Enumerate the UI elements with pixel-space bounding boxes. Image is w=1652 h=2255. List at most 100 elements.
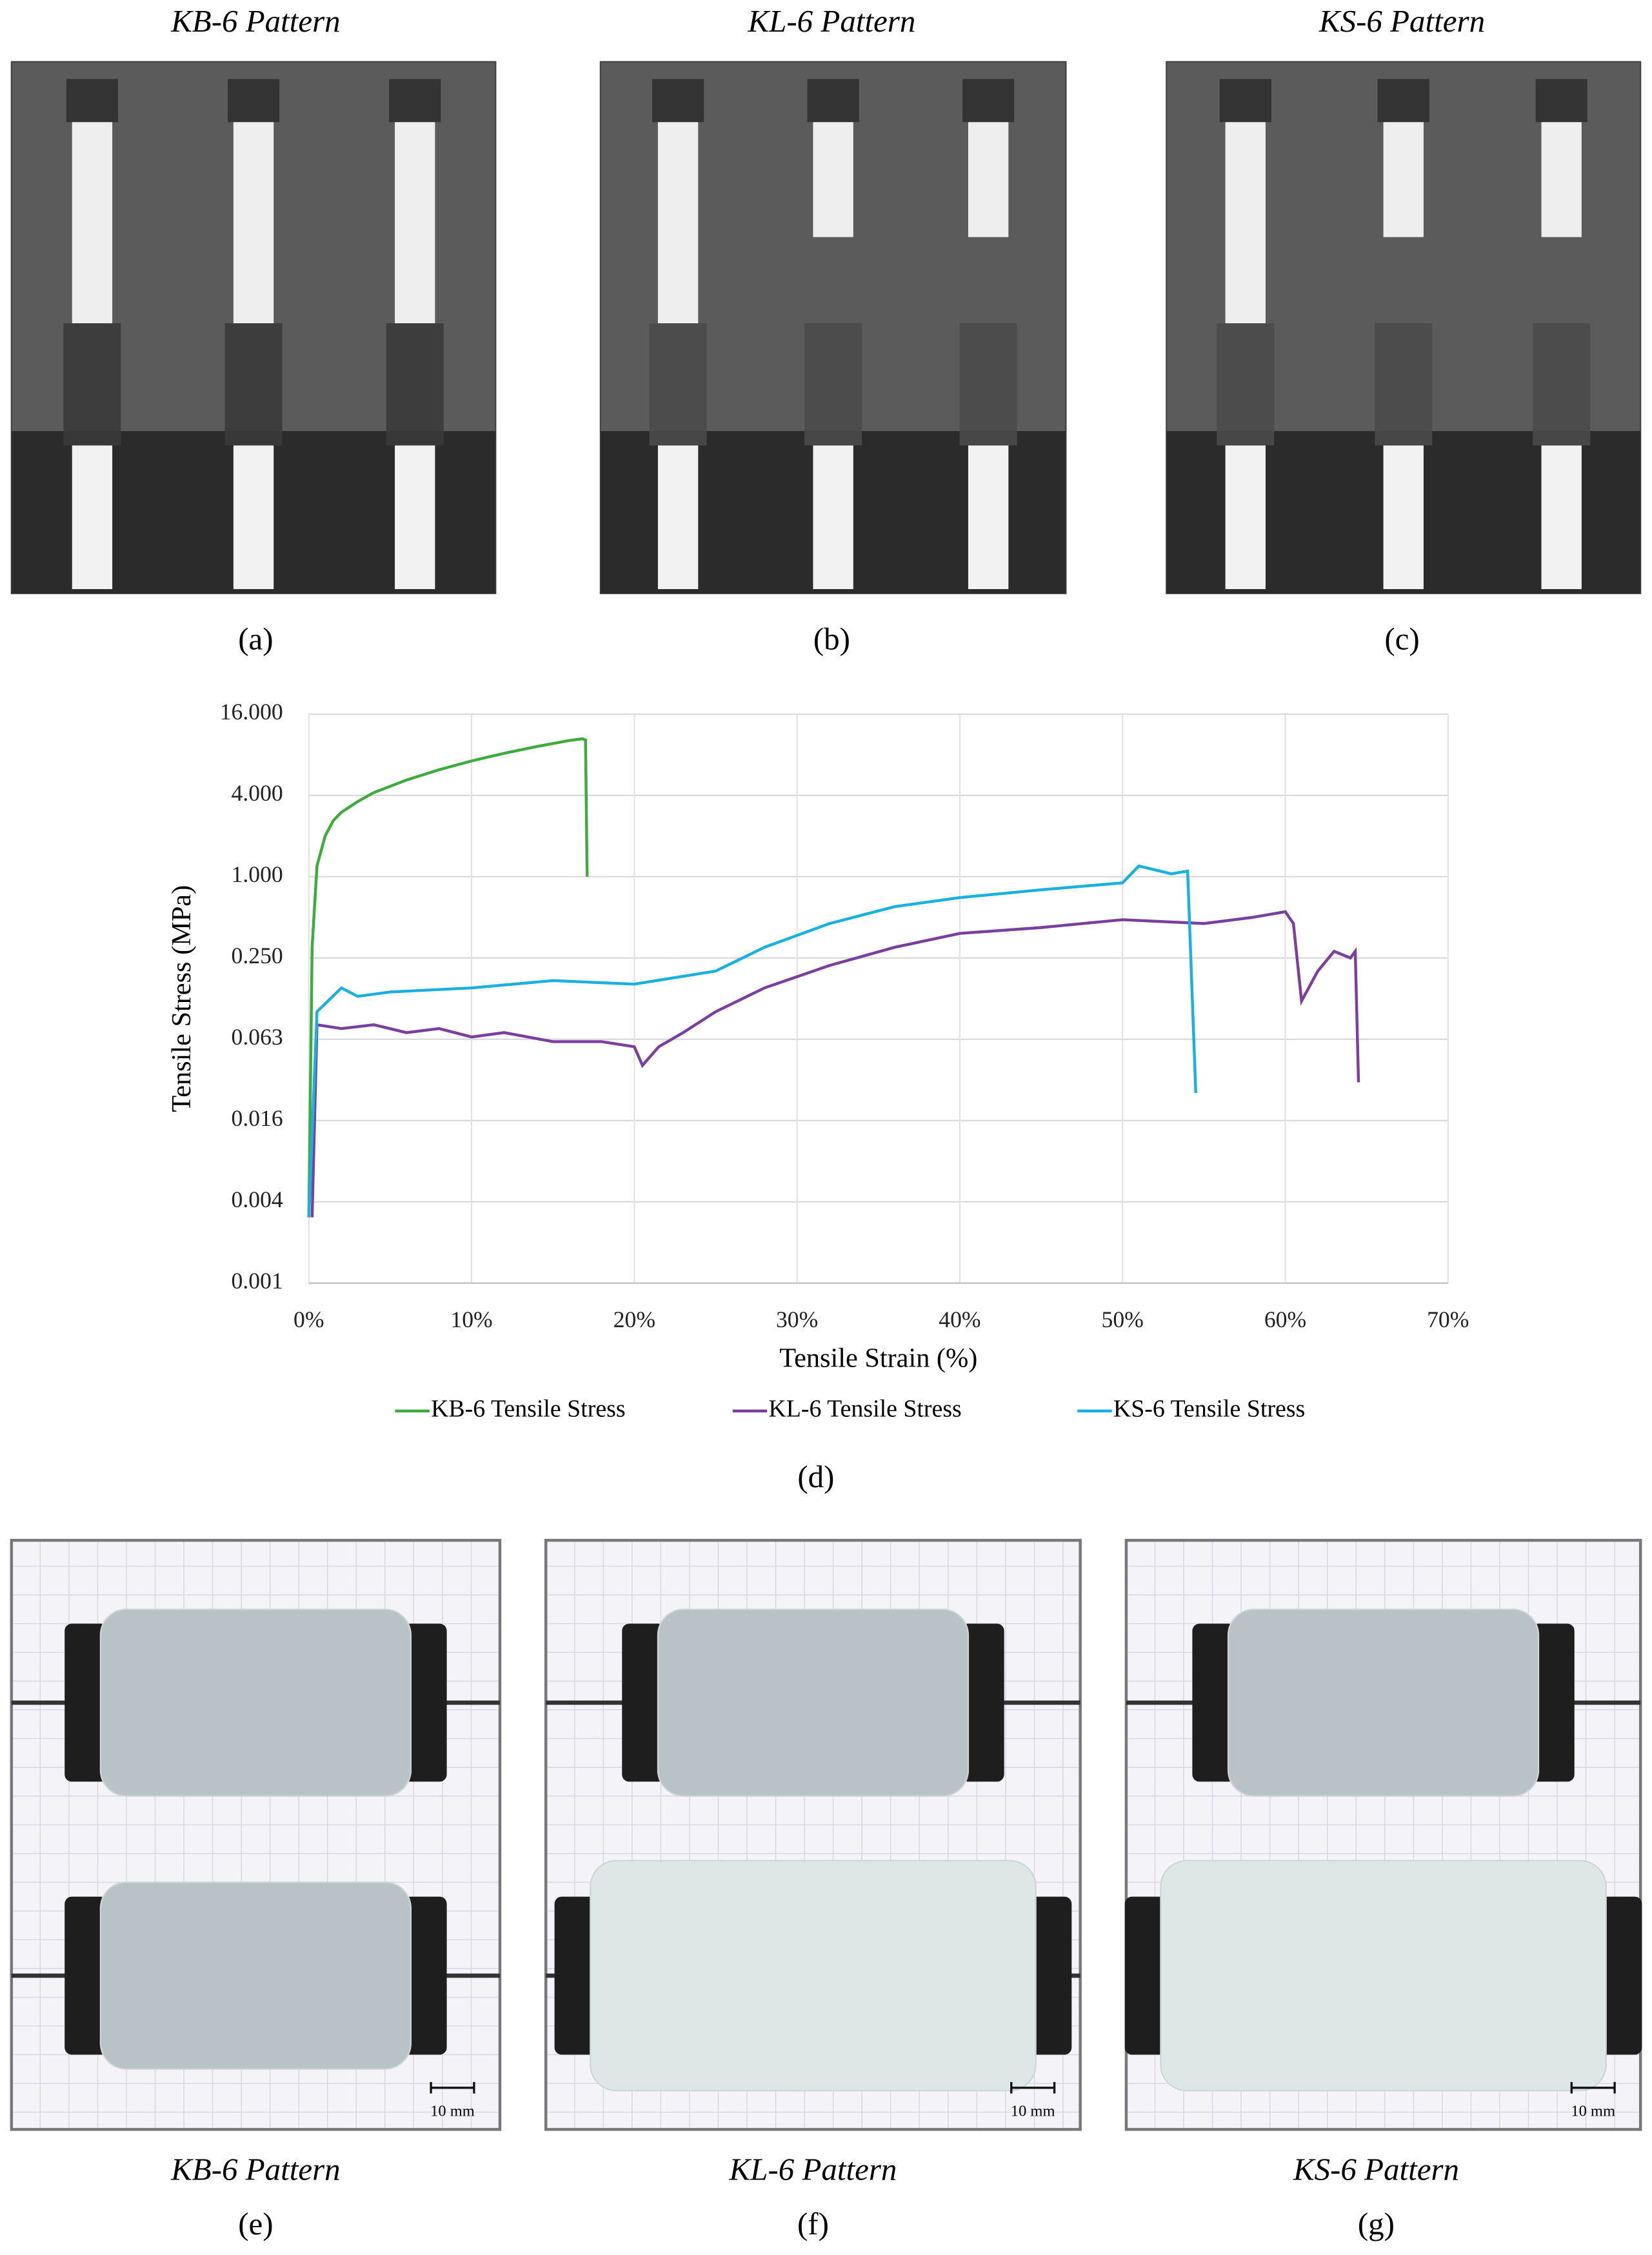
scale-label: 10 mm (430, 2102, 475, 2120)
clamp-top (968, 122, 1009, 237)
grip-top (1377, 79, 1429, 123)
x-tick-label: 50% (1102, 1307, 1144, 1332)
x-tick-label: 20% (613, 1307, 655, 1332)
specimen (649, 323, 707, 446)
actuator (590, 1859, 1037, 2092)
scale-label: 10 mm (1571, 2102, 1615, 2120)
panel-title: KL-6 Pattern (747, 3, 915, 39)
panel-label: (c) (1384, 621, 1419, 657)
actuator (1227, 1609, 1540, 1797)
specimen (1533, 323, 1591, 446)
y-tick-label: 0.004 (232, 1187, 283, 1212)
grip-top (807, 79, 859, 123)
clamp-top (1225, 122, 1266, 324)
y-tick-label: 16.000 (220, 699, 283, 725)
clamp-bottom (1225, 445, 1266, 590)
series-line (307, 737, 589, 1218)
x-tick-label: 10% (450, 1307, 492, 1332)
photos: KB-6 Pattern (a) KL-6 Pattern (b) KS-6 Patte… (10, 3, 1642, 2241)
clamp-bottom (72, 445, 113, 590)
y-tick-label: 0.063 (232, 1024, 283, 1050)
actuator (1160, 1859, 1607, 2092)
y-tick-label: 0.001 (232, 1268, 283, 1294)
x-tick-label: 0% (294, 1307, 324, 1332)
clamp-top (1383, 122, 1424, 237)
clamp-top (1541, 122, 1582, 237)
panel-label: (f) (797, 2206, 829, 2241)
y-tick-label: 0.016 (232, 1105, 283, 1131)
y-axis-label: Tensile Stress (MPa) (166, 885, 197, 1112)
y-tick-label: 1.000 (232, 861, 283, 887)
end-block (1192, 1623, 1236, 1782)
panel-label: (b) (813, 621, 850, 657)
x-tick-label: 30% (776, 1307, 818, 1332)
end-block (554, 1896, 598, 2055)
panel-title: KS-6 Pattern (1293, 2151, 1459, 2187)
clamp-bottom (395, 445, 435, 590)
legend-label: KL-6 Tensile Stress (768, 1396, 961, 1423)
scale-bar (1570, 2081, 1616, 2094)
specimen (1217, 323, 1275, 446)
panel-label: (g) (1358, 2206, 1395, 2241)
series-line (307, 864, 1197, 1218)
scale-bar (430, 2081, 475, 2094)
end-block (65, 1896, 108, 2055)
panel-title: KB-6 Pattern (170, 2151, 341, 2187)
grip-top (1535, 79, 1587, 123)
x-axis-label: Tensile Strain (%) (779, 1343, 977, 1374)
clamp-bottom (657, 445, 699, 590)
scale-label: 10 mm (1011, 2102, 1055, 2120)
panel-title: KB-6 Pattern (170, 3, 341, 39)
clamp-top (813, 122, 853, 237)
end-block (1598, 1896, 1642, 2055)
chart: 0.001 0.004 0.016 0.063 0.250 1.000 4.000 16.00… (166, 699, 1469, 1494)
y-tick-label: 4.000 (232, 780, 283, 806)
end-block (403, 1623, 447, 1782)
clamp-bottom (233, 445, 274, 590)
clamp-bottom (968, 445, 1009, 590)
actuator (99, 1881, 412, 2070)
grip-top (1219, 79, 1271, 123)
clamp-bottom (1383, 445, 1424, 590)
legend-label: KS-6 Tensile Stress (1113, 1396, 1305, 1423)
actuator (657, 1609, 970, 1797)
panel-label: (e) (238, 2206, 273, 2241)
end-block (1028, 1896, 1072, 2055)
clamp-top (657, 122, 699, 324)
specimen (224, 323, 283, 446)
clamp-bottom (813, 445, 853, 590)
grip-top (66, 79, 118, 123)
x-tick-label: 60% (1264, 1307, 1306, 1332)
x-tick-label: 40% (939, 1307, 980, 1332)
clamp-bottom (1541, 445, 1582, 590)
grip-top (652, 79, 704, 123)
specimen (959, 323, 1017, 446)
end-block (1531, 1623, 1575, 1782)
grip-top (389, 79, 441, 123)
legend-label: KB-6 Tensile Stress (431, 1396, 626, 1423)
clamp-top (72, 122, 113, 324)
panel-title: KS-6 Pattern (1319, 3, 1485, 39)
grip-top (227, 79, 280, 123)
y-tick-label: 0.250 (232, 943, 283, 968)
panel-label: (a) (238, 621, 273, 657)
end-block (403, 1896, 447, 2055)
scale-bar (1010, 2081, 1056, 2094)
clamp-top (233, 122, 274, 324)
specimen (386, 323, 444, 446)
end-block (960, 1623, 1004, 1782)
specimen (804, 323, 862, 446)
x-tick-label: 70% (1427, 1307, 1469, 1332)
end-block (1124, 1896, 1168, 2055)
specimen (63, 323, 121, 446)
end-block (65, 1623, 108, 1782)
end-block (622, 1623, 666, 1782)
specimen (1375, 323, 1433, 446)
actuator (99, 1609, 412, 1797)
grip-top (962, 79, 1015, 123)
series-line (310, 910, 1360, 1218)
panel-title: KL-6 Pattern (729, 2151, 897, 2187)
